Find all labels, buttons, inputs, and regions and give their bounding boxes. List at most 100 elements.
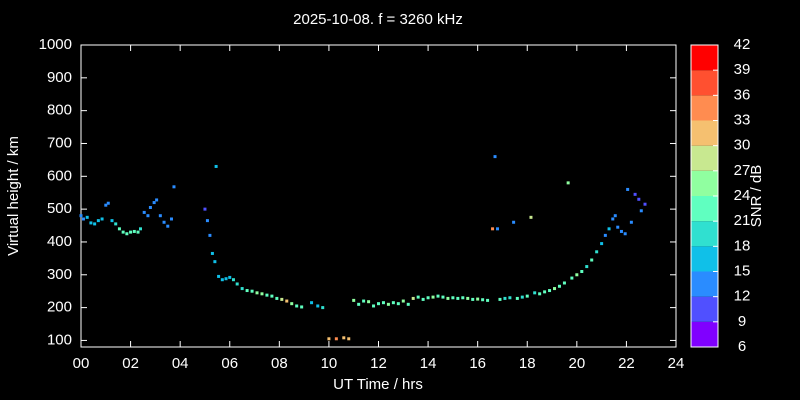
colorbar-band [691, 196, 718, 222]
data-point [416, 295, 420, 299]
colorbar-band [691, 45, 718, 71]
data-point [629, 220, 633, 224]
data-point [603, 233, 607, 237]
y-tick-label: 500 [47, 200, 72, 217]
data-point [446, 296, 450, 300]
data-point [217, 274, 221, 278]
data-point [396, 302, 400, 306]
data-point [637, 197, 641, 201]
colorbar-tick-label: 27 [734, 162, 751, 179]
data-point [224, 277, 228, 281]
colorbar-band [691, 95, 718, 121]
data-point [441, 295, 445, 299]
colorbar-tick-label: 15 [734, 262, 751, 279]
data-point [362, 299, 366, 303]
data-point [533, 291, 537, 295]
data-point [585, 265, 589, 269]
data-point [162, 220, 166, 224]
data-point [265, 293, 269, 297]
x-tick-label: 06 [221, 355, 238, 372]
data-point [347, 337, 351, 341]
data-point [270, 294, 274, 298]
data-point [557, 284, 561, 288]
data-point [300, 305, 304, 309]
x-tick-label: 12 [370, 355, 387, 372]
data-point [590, 258, 594, 262]
data-point [496, 227, 499, 231]
data-point [285, 299, 289, 303]
data-point [619, 229, 623, 233]
data-point [290, 302, 294, 306]
data-point [381, 301, 385, 305]
data-point [611, 217, 615, 221]
colorbar-tick-label: 36 [734, 86, 751, 103]
y-tick-label: 800 [47, 102, 72, 119]
data-point [386, 302, 390, 306]
data-point [508, 296, 512, 300]
data-point [208, 233, 212, 237]
data-point [79, 214, 83, 218]
data-point [503, 296, 507, 300]
data-point [639, 209, 643, 213]
data-point [481, 298, 485, 302]
data-point [310, 301, 314, 305]
data-point [114, 222, 118, 226]
colorbar-tick-label: 12 [734, 288, 751, 305]
colorbar-band [691, 221, 718, 247]
data-point [136, 230, 140, 234]
colorbar-tick-label: 30 [734, 137, 751, 154]
data-point [391, 301, 395, 305]
data-point [570, 276, 574, 280]
data-point [566, 181, 570, 185]
data-point [372, 304, 376, 308]
colorbar-tick-label: 18 [734, 237, 751, 254]
data-point [166, 224, 170, 228]
data-point [643, 202, 647, 206]
data-point [411, 296, 415, 300]
data-point [607, 227, 611, 231]
x-tick-label: 24 [668, 355, 685, 372]
data-point [327, 337, 331, 341]
data-point [548, 289, 552, 293]
colorbar-tick-label: 9 [738, 313, 746, 330]
data-point [255, 291, 259, 295]
data-point [512, 220, 516, 224]
data-point [275, 296, 279, 300]
data-point [529, 215, 533, 219]
x-tick-label: 10 [321, 355, 338, 372]
data-point [401, 299, 405, 303]
data-point [456, 296, 460, 300]
data-point [172, 185, 176, 189]
data-point [367, 300, 371, 304]
data-point [280, 297, 284, 301]
x-tick-label: 02 [122, 355, 139, 372]
data-point [100, 217, 104, 221]
data-point [426, 296, 430, 300]
data-point [203, 207, 207, 211]
colorbar-band [691, 321, 718, 347]
data-point [214, 164, 218, 168]
colorbar-label: SNR / dB [748, 165, 765, 228]
x-tick-label: 18 [519, 355, 536, 372]
data-point [205, 219, 209, 223]
x-tick-label: 04 [172, 355, 189, 372]
data-point [121, 230, 125, 234]
data-point [240, 287, 244, 291]
data-point [377, 302, 380, 306]
data-point [81, 217, 85, 221]
data-point [132, 229, 136, 233]
data-point [220, 278, 224, 282]
y-axis-label: Virtual height / km [5, 136, 22, 256]
data-point [93, 222, 97, 226]
data-point [158, 214, 162, 218]
data-point [575, 273, 579, 277]
y-tick-label: 300 [47, 266, 72, 283]
y-tick-label: 700 [47, 134, 72, 151]
data-point [580, 270, 584, 273]
data-point [89, 221, 93, 225]
data-point [520, 295, 524, 299]
data-point [146, 214, 150, 218]
data-point [125, 232, 129, 236]
data-point [334, 337, 338, 341]
